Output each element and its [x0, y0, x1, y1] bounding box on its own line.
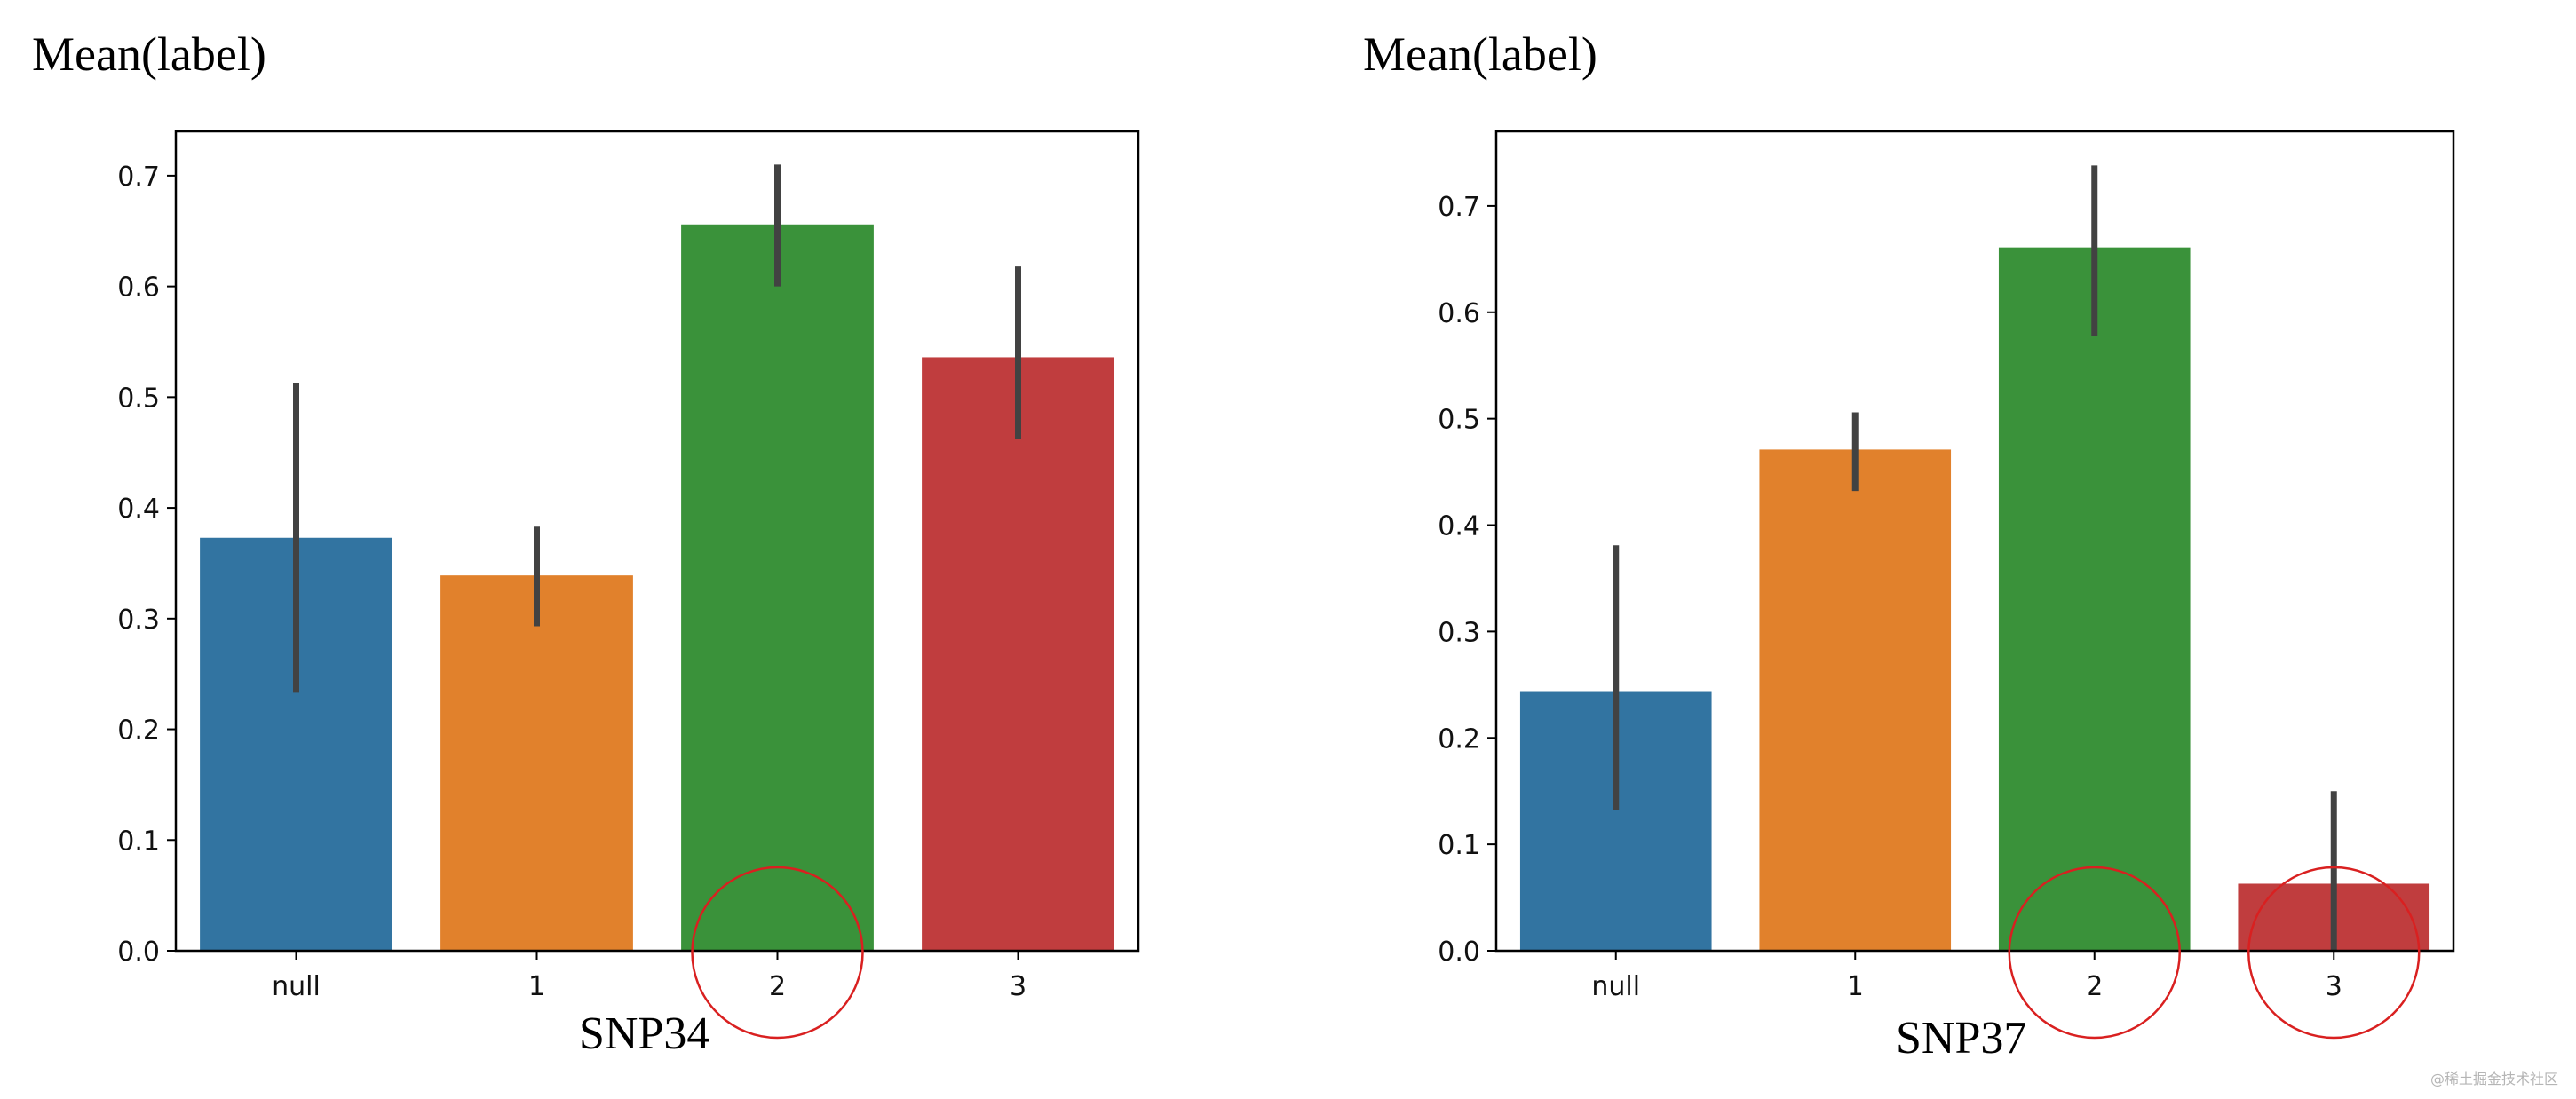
chart-caption: SNP34	[579, 1008, 710, 1059]
highlight-circle-2	[691, 866, 864, 1040]
x-tick-label: 3	[2326, 971, 2342, 1002]
y-tick-label: 0.5	[1438, 405, 1480, 436]
bar-chart-snp34: 0.0 0.1 0.2 0.3 0.4 0.5 0.6 0.7 null 1 2 3	[117, 130, 1140, 1040]
y-tick-label: 0.7	[117, 162, 160, 193]
y-tick-label: 0.3	[117, 605, 160, 636]
y-tick-label: 0.5	[117, 383, 160, 414]
y-tick-label: 0.6	[117, 273, 160, 304]
y-tick-label: 0.6	[1438, 298, 1480, 329]
y-axis-label: Mean(label)	[32, 28, 266, 81]
x-tick-label: 2	[2086, 971, 2103, 1002]
plot-frame	[174, 130, 1140, 953]
watermark: @稀土掘金技术社区	[2429, 1071, 2558, 1087]
y-tick-label: 0.1	[1438, 830, 1480, 861]
y-axis-label: Mean(label)	[1363, 28, 1597, 81]
y-tick-label: 0.1	[117, 826, 160, 857]
chart-caption: SNP37	[1896, 1013, 2027, 1063]
chart-panel-snp34: Mean(label) 0.0 0.1 0.2 0.3 0.4 0.5 0.6 0.7 null…	[32, 28, 1140, 1059]
chart-panel-snp37: Mean(label) 0.0 0.1 0.2 0.3 0.4 0.5 0.6 0.7 null…	[1288, 0, 2576, 1099]
bar-2	[681, 224, 874, 952]
x-tick-label: 2	[769, 971, 786, 1002]
y-tick-label: 0.0	[117, 937, 160, 968]
y-tick-label: 0.2	[117, 716, 160, 747]
x-tick-label: null	[1591, 971, 1640, 1002]
bar-2	[1998, 247, 2191, 951]
y-tick-label: 0.3	[1438, 617, 1480, 648]
y-tick-label: 0.2	[1438, 723, 1480, 755]
plot-frame	[1494, 130, 2455, 953]
y-tick-label: 0.7	[1438, 192, 1480, 223]
x-tick-label: 1	[1847, 971, 1864, 1002]
x-tick-label: 3	[1010, 971, 1026, 1002]
bar-chart-snp37: 0.0 0.1 0.2 0.3 0.4 0.5 0.6 0.7 null 1 2 3	[1438, 130, 2455, 1040]
highlight-circle-3	[2247, 866, 2421, 1040]
x-tick-label: 1	[528, 971, 545, 1002]
y-tick-label: 0.4	[117, 494, 160, 525]
y-tick-label: 0.4	[1438, 511, 1480, 542]
y-tick-label: 0.0	[1438, 937, 1480, 968]
x-tick-label: null	[272, 971, 321, 1002]
bar-1	[440, 575, 633, 951]
bar-1	[1759, 449, 1952, 951]
highlight-circle-2	[2008, 866, 2181, 1040]
bar-3	[922, 357, 1114, 952]
